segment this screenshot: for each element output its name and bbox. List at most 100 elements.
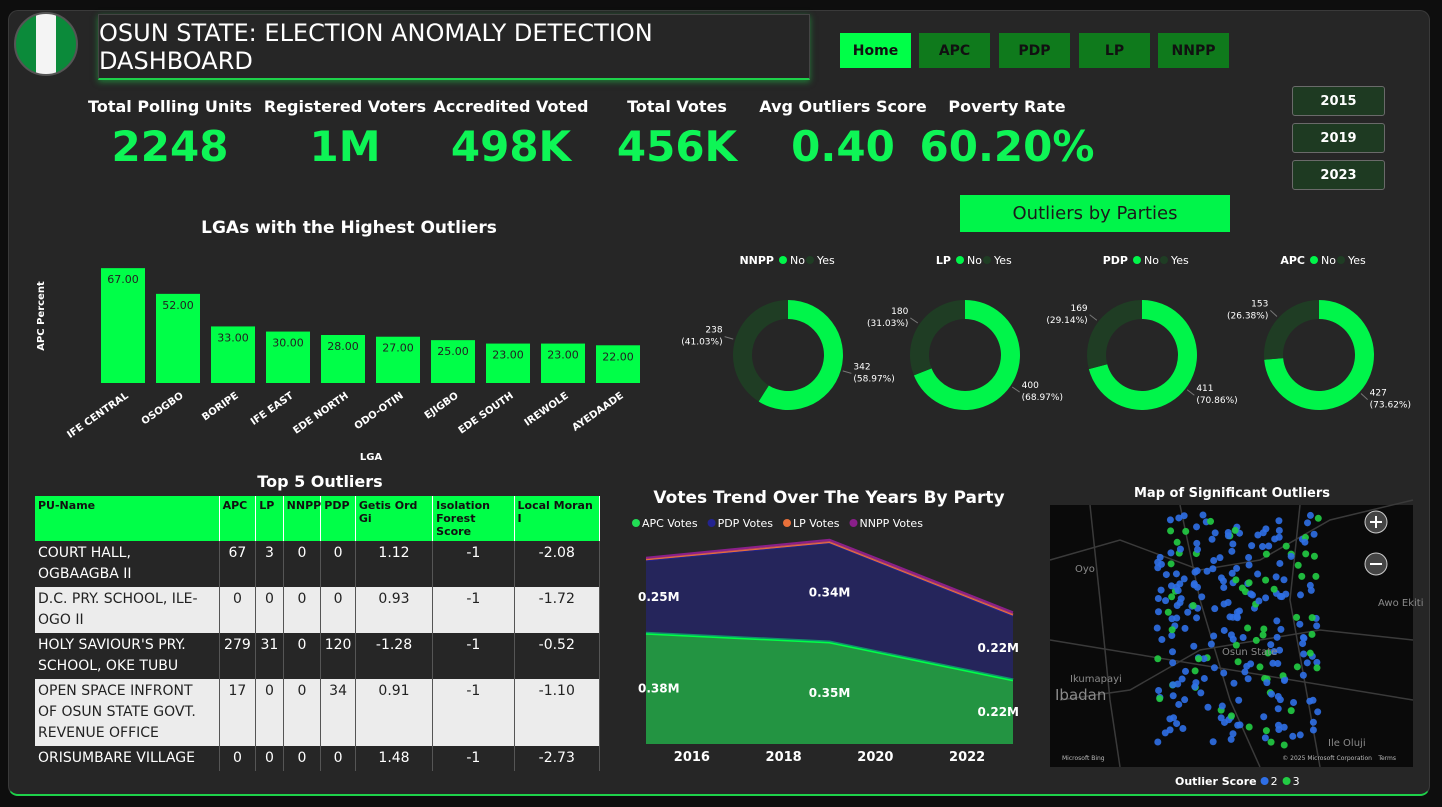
- map-dot: [1211, 605, 1219, 613]
- legend-dot: [1133, 256, 1141, 264]
- leader-line: [910, 317, 919, 324]
- legend-label: Yes: [1347, 254, 1366, 267]
- table-cell: -1.72: [514, 587, 601, 633]
- table-cell: 0: [283, 679, 322, 746]
- donut-title: LP: [936, 254, 951, 267]
- nav-button[interactable]: APC: [919, 33, 990, 68]
- table-cell: 0: [255, 746, 284, 771]
- table-cell: 0.93: [355, 587, 434, 633]
- map-dot: [1239, 634, 1247, 642]
- map-dot: [1190, 642, 1198, 650]
- map-place: Awo Ekiti: [1378, 598, 1424, 609]
- donut-segment: [733, 300, 788, 402]
- map-dot: [1229, 730, 1237, 738]
- map-dot: [1193, 523, 1201, 531]
- data-label: 238: [705, 326, 722, 336]
- column-header: PU-Name: [35, 496, 220, 541]
- map-dot: [1204, 703, 1212, 711]
- map-dot: [1275, 533, 1283, 541]
- map-dot: [1182, 527, 1190, 535]
- map-dot: [1208, 535, 1216, 543]
- legend-dot: [632, 519, 640, 527]
- map-dot: [1289, 732, 1297, 740]
- map-dot: [1270, 585, 1278, 593]
- table-cell: -2.73: [514, 746, 601, 771]
- map-dot: [1233, 564, 1241, 572]
- map-dot: [1178, 675, 1186, 683]
- table-cell: D.C. PRY. SCHOOL, ILE-OGO II: [35, 587, 220, 633]
- x-tick-label: 2016: [674, 750, 710, 765]
- road: [1059, 629, 1414, 701]
- map-dot: [1210, 664, 1218, 672]
- data-label: 22.00: [602, 350, 634, 363]
- road: [1179, 504, 1261, 768]
- x-tick-label: 2022: [949, 750, 985, 765]
- donut-segment: [1088, 300, 1197, 410]
- map-dot: [1300, 634, 1308, 642]
- map-dot: [1229, 635, 1237, 643]
- year-button[interactable]: 2015: [1292, 86, 1385, 116]
- legend-label: Yes: [816, 254, 835, 267]
- map-dot: [1167, 560, 1175, 568]
- legend-label: Yes: [993, 254, 1012, 267]
- map-dot: [1309, 718, 1317, 726]
- map-dot: [1200, 655, 1208, 663]
- year-button[interactable]: 2023: [1292, 160, 1385, 190]
- map-dot: [1217, 574, 1225, 582]
- legend-label: PDP Votes: [718, 517, 774, 530]
- kpi-label: Accredited Voted: [433, 97, 589, 116]
- map-dot: [1275, 517, 1283, 525]
- legend-dot: [783, 519, 792, 527]
- map-dot: [1197, 689, 1205, 697]
- map-dot: [1193, 614, 1201, 622]
- outliers-button[interactable]: Outliers by Parties: [960, 195, 1230, 232]
- legend-title: Outlier Score: [1175, 775, 1257, 788]
- legend-label: No: [1144, 254, 1159, 267]
- nav-button[interactable]: PDP: [999, 33, 1070, 68]
- map-dot: [1313, 664, 1321, 672]
- map-dot: [1275, 526, 1283, 534]
- table-cell: 0: [255, 679, 284, 746]
- map-dot: [1164, 608, 1172, 616]
- legend-dot: [1282, 777, 1291, 785]
- map-dot: [1259, 543, 1267, 551]
- map-dot: [1154, 738, 1162, 746]
- flag-logo: [14, 12, 78, 76]
- donut-title: APC: [1280, 254, 1305, 267]
- nav-button[interactable]: NNPP: [1158, 33, 1229, 68]
- map-dot: [1210, 556, 1218, 564]
- legend-label: LP Votes: [793, 517, 840, 530]
- kpi-value: 2248: [111, 122, 229, 171]
- nav-button[interactable]: Home: [840, 33, 911, 68]
- map-dot: [1193, 539, 1201, 547]
- nav-button[interactable]: LP: [1079, 33, 1150, 68]
- map-dot: [1199, 511, 1207, 519]
- percent-label: (73.62%): [1370, 401, 1411, 411]
- data-label: 25.00: [437, 345, 469, 358]
- data-label: 52.00: [162, 299, 194, 312]
- map-attribution: © 2025 Microsoft Corporation: [1282, 755, 1372, 762]
- legend-dot: [707, 519, 716, 527]
- x-tick-label: AYEDAADE: [570, 390, 625, 433]
- outliers-table: PU-Name APC LP NNPP PDP Getis Ord Gi Isolation…: [35, 496, 601, 771]
- map-dot: [1260, 713, 1268, 721]
- table-cell: 67: [219, 541, 257, 587]
- map-dot: [1296, 620, 1304, 628]
- table-cell: 3: [255, 541, 284, 587]
- map-dot: [1274, 721, 1282, 729]
- donut-segment: [913, 300, 1020, 410]
- table-cell: 0.91: [355, 679, 434, 746]
- data-label: 0.35M: [809, 686, 851, 700]
- road: [1049, 499, 1414, 571]
- map-dot: [1313, 622, 1321, 630]
- percent-label: (70.86%): [1196, 396, 1237, 406]
- map-dot: [1181, 624, 1189, 632]
- map-dot: [1220, 626, 1228, 634]
- year-button[interactable]: 2019: [1292, 123, 1385, 153]
- map-attribution: Terms: [1377, 755, 1396, 762]
- map-dot: [1200, 674, 1208, 682]
- bar: [376, 336, 420, 383]
- map-dot: [1217, 714, 1225, 722]
- table-cell: -1.10: [514, 679, 601, 746]
